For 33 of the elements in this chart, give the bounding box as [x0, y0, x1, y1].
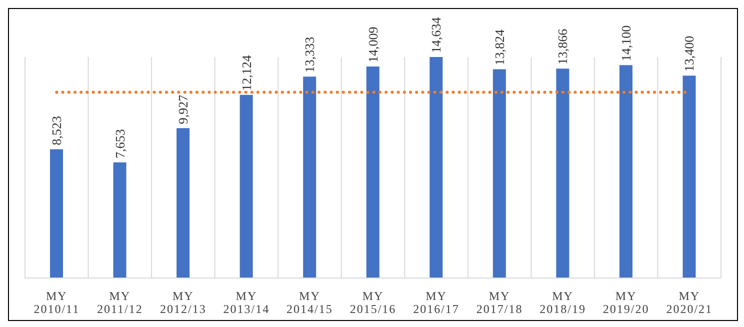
data-label: 14,009 [365, 26, 380, 62]
bar [619, 65, 632, 278]
bar [430, 57, 443, 278]
x-tick-label: MY 2015/16 [350, 289, 396, 316]
bar [556, 68, 570, 278]
x-tick-label: MY 2010/11 [34, 289, 80, 316]
data-label: 7,653 [112, 129, 128, 158]
bar [303, 76, 316, 278]
bar [682, 76, 696, 278]
x-tick-label: MY 2018/19 [540, 289, 586, 316]
data-label: 9,927 [176, 94, 191, 124]
bar [366, 66, 380, 278]
bar [50, 149, 63, 278]
bar [113, 162, 126, 278]
x-tick-label: MY 2011/12 [96, 289, 143, 316]
bar [240, 94, 253, 278]
x-tick-label: MY 2016/17 [413, 289, 460, 316]
data-label: 14,634 [428, 16, 444, 53]
data-label: 13,824 [492, 28, 507, 66]
data-label: 13,333 [302, 36, 318, 73]
data-label: 14,100 [618, 25, 634, 62]
x-tick-label: MY 2014/15 [286, 289, 333, 316]
data-label: 12,124 [238, 54, 254, 91]
data-label: 13,400 [682, 36, 697, 72]
data-label: 13,866 [555, 28, 570, 65]
x-tick-label: MY 2019/20 [602, 289, 650, 316]
bar [176, 128, 190, 278]
x-tick-label: MY 2013/14 [223, 289, 270, 316]
x-tick-label: MY 2012/13 [160, 289, 206, 316]
x-tick-label: MY 2017/18 [476, 289, 523, 316]
x-tick-label: MY 2020/21 [666, 289, 713, 316]
data-label: 8,523 [49, 116, 64, 146]
bar [492, 69, 506, 278]
